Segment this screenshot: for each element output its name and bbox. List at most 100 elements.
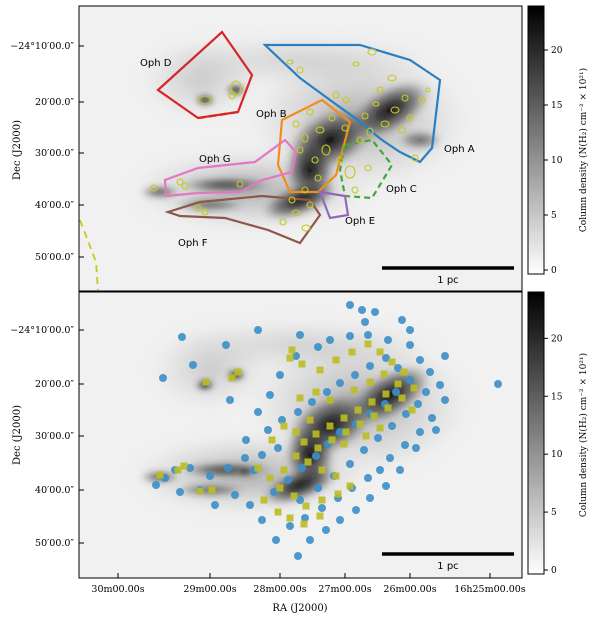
source-marker-square bbox=[298, 360, 306, 368]
source-marker-square bbox=[288, 346, 296, 354]
source-marker-square bbox=[370, 412, 378, 420]
source-marker-circle bbox=[301, 514, 309, 522]
core-ellipse bbox=[336, 156, 344, 164]
source-marker-square bbox=[196, 487, 204, 495]
source-marker-circle bbox=[384, 336, 392, 344]
source-marker-circle bbox=[374, 434, 382, 442]
source-marker-circle bbox=[322, 526, 330, 534]
oph-c-region-outline bbox=[338, 138, 394, 200]
source-marker-circle bbox=[241, 454, 249, 462]
source-marker-circle bbox=[312, 452, 320, 460]
oph-c-label: Oph C bbox=[386, 184, 417, 195]
core-ellipse bbox=[364, 164, 372, 172]
source-marker-circle bbox=[388, 422, 396, 430]
bottom-colorbar: 0 5 10 15 20 Column density (N(H₂) cm⁻² × 10… bbox=[527, 291, 589, 576]
core-ellipse bbox=[401, 94, 409, 102]
source-marker-square bbox=[314, 444, 322, 452]
core-ellipse bbox=[406, 114, 414, 122]
source-marker-circle bbox=[352, 506, 360, 514]
source-marker-circle bbox=[286, 522, 294, 530]
source-marker-circle bbox=[314, 343, 322, 351]
source-marker-circle bbox=[318, 504, 326, 512]
source-marker-circle bbox=[336, 428, 344, 436]
source-marker-circle bbox=[336, 516, 344, 524]
source-marker-circle bbox=[186, 464, 194, 472]
source-marker-circle bbox=[294, 408, 302, 416]
core-ellipse bbox=[228, 90, 236, 100]
core-ellipse bbox=[366, 127, 374, 137]
source-marker-circle bbox=[406, 326, 414, 334]
source-marker-square bbox=[202, 378, 210, 386]
x-tick-label: 30m00.00s bbox=[91, 584, 144, 595]
oph-a-label: Oph A bbox=[444, 144, 475, 155]
source-marker-square bbox=[180, 462, 188, 470]
source-marker-circle bbox=[394, 364, 402, 372]
source-marker-circle bbox=[284, 476, 292, 484]
source-marker-square bbox=[326, 396, 334, 404]
source-marker-circle bbox=[254, 408, 262, 416]
source-marker-circle bbox=[176, 488, 184, 496]
source-marker-square bbox=[342, 428, 350, 436]
source-marker-square bbox=[266, 474, 274, 482]
source-marker-circle bbox=[254, 326, 262, 334]
source-marker-square bbox=[318, 466, 326, 474]
source-marker-circle bbox=[296, 496, 304, 504]
oph-g-region-outline bbox=[163, 138, 298, 198]
source-marker-circle bbox=[308, 398, 316, 406]
oph-f-label: Oph F bbox=[178, 238, 208, 249]
core-ellipse bbox=[279, 218, 287, 226]
source-marker-circle bbox=[416, 356, 424, 364]
source-marker-square bbox=[340, 414, 348, 422]
core-ellipse bbox=[301, 186, 309, 194]
source-marker-circle bbox=[414, 400, 422, 408]
source-marker-square bbox=[286, 514, 294, 522]
source-marker-square bbox=[326, 422, 334, 430]
oph-d-label: Oph D bbox=[140, 58, 172, 69]
source-marker-circle bbox=[314, 484, 322, 492]
source-marker-square bbox=[300, 438, 308, 446]
source-marker-circle bbox=[358, 306, 366, 314]
bottom-panel: 1 pc −24°10′00.0″ 20′00.0″ 30′00.0″ 40′00.0… bbox=[10, 291, 526, 595]
source-marker-circle bbox=[364, 474, 372, 482]
source-marker-circle bbox=[224, 464, 232, 472]
source-marker-square bbox=[348, 348, 356, 356]
source-marker-circle bbox=[364, 331, 372, 339]
source-marker-square bbox=[260, 496, 268, 504]
bottom-scale-bar-label: 1 pc bbox=[437, 561, 458, 572]
core-ellipse bbox=[311, 156, 319, 164]
source-marker-circle bbox=[360, 446, 368, 454]
oph-a-region-outline bbox=[262, 43, 442, 164]
source-marker-square bbox=[376, 424, 384, 432]
colorbar-tick-label: 20 bbox=[551, 334, 563, 344]
top-colorbar: 0 5 10 15 20 Column density (N(H₂) cm⁻² × 10… bbox=[527, 5, 589, 276]
source-marker-square bbox=[174, 466, 182, 474]
source-marker-square bbox=[394, 380, 402, 388]
source-marker-circle bbox=[422, 388, 430, 396]
source-marker-square bbox=[398, 394, 406, 402]
core-ellipse bbox=[425, 87, 431, 93]
source-marker-square bbox=[280, 466, 288, 474]
source-marker-circle bbox=[346, 460, 354, 468]
core-ellipse bbox=[194, 204, 202, 212]
source-marker-circle bbox=[178, 333, 186, 341]
source-marker-circle bbox=[298, 464, 306, 472]
source-marker-circle bbox=[441, 396, 449, 404]
source-marker-square bbox=[208, 486, 216, 494]
core-ellipse bbox=[291, 209, 301, 217]
source-marker-square bbox=[300, 520, 308, 528]
source-marker-circle bbox=[152, 481, 160, 489]
colorbar-tick-label: 15 bbox=[551, 101, 563, 111]
source-marker-circle bbox=[428, 414, 436, 422]
source-marker-circle bbox=[189, 361, 197, 369]
core-ellipse bbox=[398, 126, 406, 134]
source-marker-square bbox=[332, 356, 340, 364]
source-marker-circle bbox=[401, 441, 409, 449]
source-marker-circle bbox=[294, 552, 302, 560]
core-ellipse bbox=[328, 114, 336, 122]
core-ellipse bbox=[321, 144, 331, 156]
core-ellipse bbox=[150, 184, 158, 192]
source-marker-circle bbox=[222, 341, 230, 349]
colorbar-tick-label: 20 bbox=[551, 46, 563, 56]
top-colorbar-label: Column density (N(H₂) cm⁻² × 10²¹) bbox=[578, 68, 589, 232]
source-marker-square bbox=[280, 422, 288, 430]
